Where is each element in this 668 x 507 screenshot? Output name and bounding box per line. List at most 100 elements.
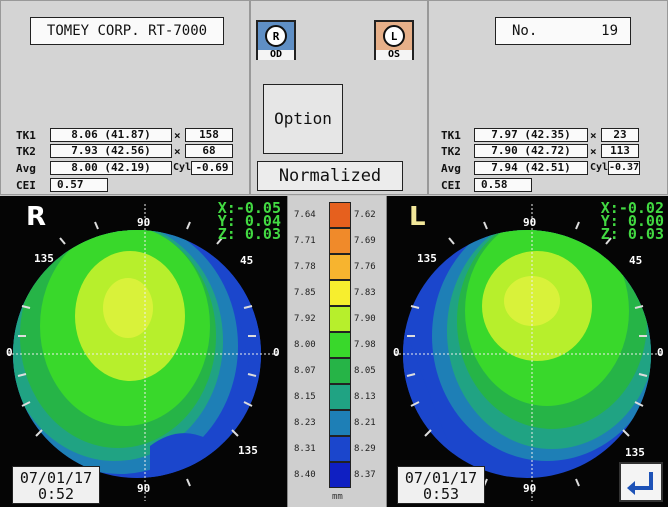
right-tk2-axis: 68 [185, 144, 233, 158]
scale-color-swatch [329, 254, 351, 280]
scale-color-swatch [329, 202, 351, 228]
scale-left-value: 8.15 [294, 392, 316, 402]
record-number-value: 19 [601, 23, 618, 39]
right-angle-135: 135 [34, 252, 54, 265]
scale-color-swatch [329, 358, 351, 384]
right-eye-tag: OD [258, 50, 294, 60]
scale-unit-label: mm [332, 492, 343, 502]
right-cyl-label: Cyl [173, 162, 192, 173]
left-time: 0:53 [422, 485, 460, 503]
right-date: 07/01/17 [19, 469, 93, 487]
scale-color-swatch [329, 228, 351, 254]
right-angle-45: 45 [240, 254, 254, 267]
normalized-button[interactable]: Normalized [257, 161, 403, 191]
device-name-label: TOMEY CORP. RT-7000 [30, 17, 224, 45]
left-avg-label: Avg [441, 162, 461, 175]
left-angle-135: 135 [417, 252, 437, 265]
scale-color-swatch [329, 462, 351, 488]
left-tk2-axis: 113 [601, 144, 639, 158]
right-tk1-x: × [174, 129, 181, 142]
right-eye-letter-label: R [26, 202, 47, 232]
scale-color-swatch [329, 332, 351, 358]
left-tk1-x: × [590, 129, 597, 142]
scale-color-swatch [329, 436, 351, 462]
right-datetime-box: 07/01/17 0:52 [12, 466, 100, 504]
right-topography-map [8, 204, 280, 501]
scale-right-value: 7.83 [354, 288, 376, 298]
right-time: 0:52 [37, 485, 75, 503]
record-number-box: No. 19 [495, 17, 631, 45]
right-avg-value: 8.00 (42.19) [50, 161, 172, 175]
scale-right-value: 7.69 [354, 236, 376, 246]
left-tk1-axis: 23 [601, 128, 639, 142]
left-angle-45: 45 [629, 254, 643, 267]
left-angle-0-left: 0 [393, 346, 400, 359]
left-date: 07/01/17 [404, 469, 478, 487]
right-tk1-label: TK1 [16, 129, 36, 142]
right-avg-label: Avg [16, 162, 36, 175]
scale-left-value: 8.07 [294, 366, 316, 376]
left-coord-y: Y: 0.00 [600, 212, 664, 230]
left-coord-z: Z: 0.03 [600, 225, 664, 243]
return-arrow-icon [627, 472, 653, 495]
scale-color-swatch [329, 384, 351, 410]
scale-right-value: 7.76 [354, 262, 376, 272]
right-tk2-label: TK2 [16, 145, 36, 158]
color-scale-panel: 7.64 7.62 7.71 7.69 7.78 7.76 7.85 7.83 7.92 7.90… [287, 196, 387, 507]
scale-color-swatch [329, 410, 351, 436]
scale-right-value: 8.29 [354, 444, 376, 454]
left-tk2-value: 7.90 (42.72) [474, 144, 588, 158]
right-coord-x: X:-0.05 [217, 199, 281, 217]
left-angle-0-right: 0 [657, 346, 664, 359]
left-eye-os-button[interactable]: L OS [374, 20, 414, 60]
right-coord-y: Y: 0.04 [217, 212, 281, 230]
left-cei-value: 0.58 [474, 178, 532, 192]
left-coords: X:-0.02 Y: 0.00 Z: 0.03 [594, 199, 664, 243]
scale-right-value: 7.90 [354, 314, 376, 324]
right-eye-letter: R [265, 25, 287, 47]
left-angle-90-bottom: 90 [523, 482, 537, 495]
scale-left-value: 7.71 [294, 236, 316, 246]
left-topography-map [395, 204, 662, 501]
left-cei-label: CEI [441, 179, 461, 192]
scale-left-value: 8.31 [294, 444, 316, 454]
scale-right-value: 7.98 [354, 340, 376, 350]
scale-left-value: 7.78 [294, 262, 316, 272]
scale-right-value: 8.05 [354, 366, 376, 376]
right-eye-od-button[interactable]: R OD [256, 20, 296, 60]
left-datetime-box: 07/01/17 0:53 [397, 466, 485, 504]
scale-color-swatch [329, 306, 351, 332]
left-angle-90-top: 90 [523, 216, 537, 229]
scale-right-value: 8.37 [354, 470, 376, 480]
right-coords: X:-0.05 Y: 0.04 Z: 0.03 [211, 199, 281, 243]
right-angle-135-bottom: 135 [238, 444, 258, 457]
left-tk2-label: TK2 [441, 145, 461, 158]
left-tk1-label: TK1 [441, 129, 461, 142]
right-coord-z: Z: 0.03 [217, 225, 281, 243]
left-tk2-x: × [590, 145, 597, 158]
return-button[interactable] [619, 462, 663, 502]
right-angle-0-right: 0 [273, 346, 280, 359]
left-eye-map-panel: L X:-0.02 Y: 0.00 Z: 0.03 90 135 45 0 0 … [387, 196, 668, 507]
scale-right-value: 8.21 [354, 418, 376, 428]
right-cei-value: 0.57 [50, 178, 108, 192]
left-coord-x: X:-0.02 [600, 199, 664, 217]
left-cyl-value: -0.37 [608, 161, 640, 175]
left-angle-135-bottom: 135 [625, 446, 645, 459]
left-cyl-label: Cyl [590, 162, 609, 173]
scale-right-value: 8.13 [354, 392, 376, 402]
right-tk1-axis: 158 [185, 128, 233, 142]
right-angle-0-left: 0 [6, 346, 13, 359]
right-cyl-value: -0.69 [191, 161, 233, 175]
scale-color-swatch [329, 280, 351, 306]
right-tk2-x: × [174, 145, 181, 158]
right-eye-map-panel: R X:-0.05 Y: 0.04 Z: 0.03 90 135 45 0 0 … [0, 196, 287, 507]
record-number-label: No. [512, 23, 538, 39]
scale-left-value: 8.00 [294, 340, 316, 350]
option-button[interactable]: Option [263, 84, 343, 154]
right-angle-90-bottom: 90 [137, 482, 151, 495]
scale-left-value: 8.40 [294, 470, 316, 480]
scale-left-value: 8.23 [294, 418, 316, 428]
left-tk1-value: 7.97 (42.35) [474, 128, 588, 142]
scale-left-value: 7.64 [294, 210, 316, 220]
